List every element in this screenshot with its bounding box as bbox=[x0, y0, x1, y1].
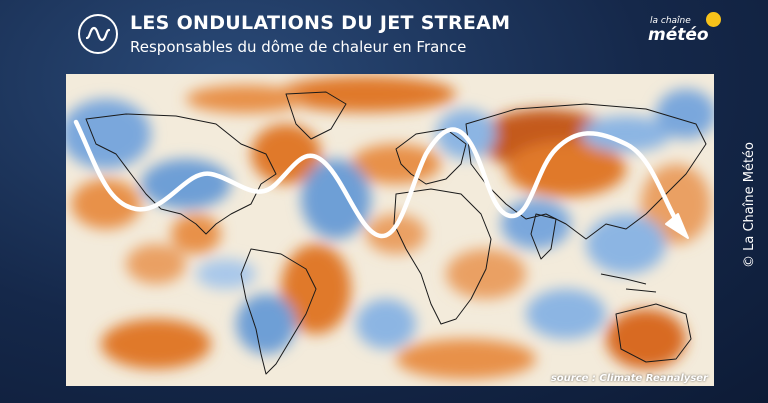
world-map-graphic bbox=[66, 74, 714, 386]
page-subtitle: Responsables du dôme de chaleur en Franc… bbox=[130, 38, 467, 56]
temperature-anomaly-map: source : Climate Reanalyser bbox=[66, 74, 714, 386]
copyright-text: © La Chaîne Météo bbox=[742, 141, 757, 268]
sun-icon bbox=[706, 12, 721, 27]
jet-stream-arrow bbox=[73, 119, 689, 239]
source-credit: source : Climate Reanalyser bbox=[550, 373, 708, 384]
continent-outlines bbox=[85, 91, 707, 375]
wave-logo-icon bbox=[78, 14, 118, 54]
brand-line2: météo bbox=[648, 25, 709, 45]
page-title: LES ONDULATIONS DU JET STREAM bbox=[130, 12, 511, 34]
brand-line1: la chaîne bbox=[650, 16, 691, 26]
brand-logo: la chaîne météo bbox=[640, 12, 725, 48]
